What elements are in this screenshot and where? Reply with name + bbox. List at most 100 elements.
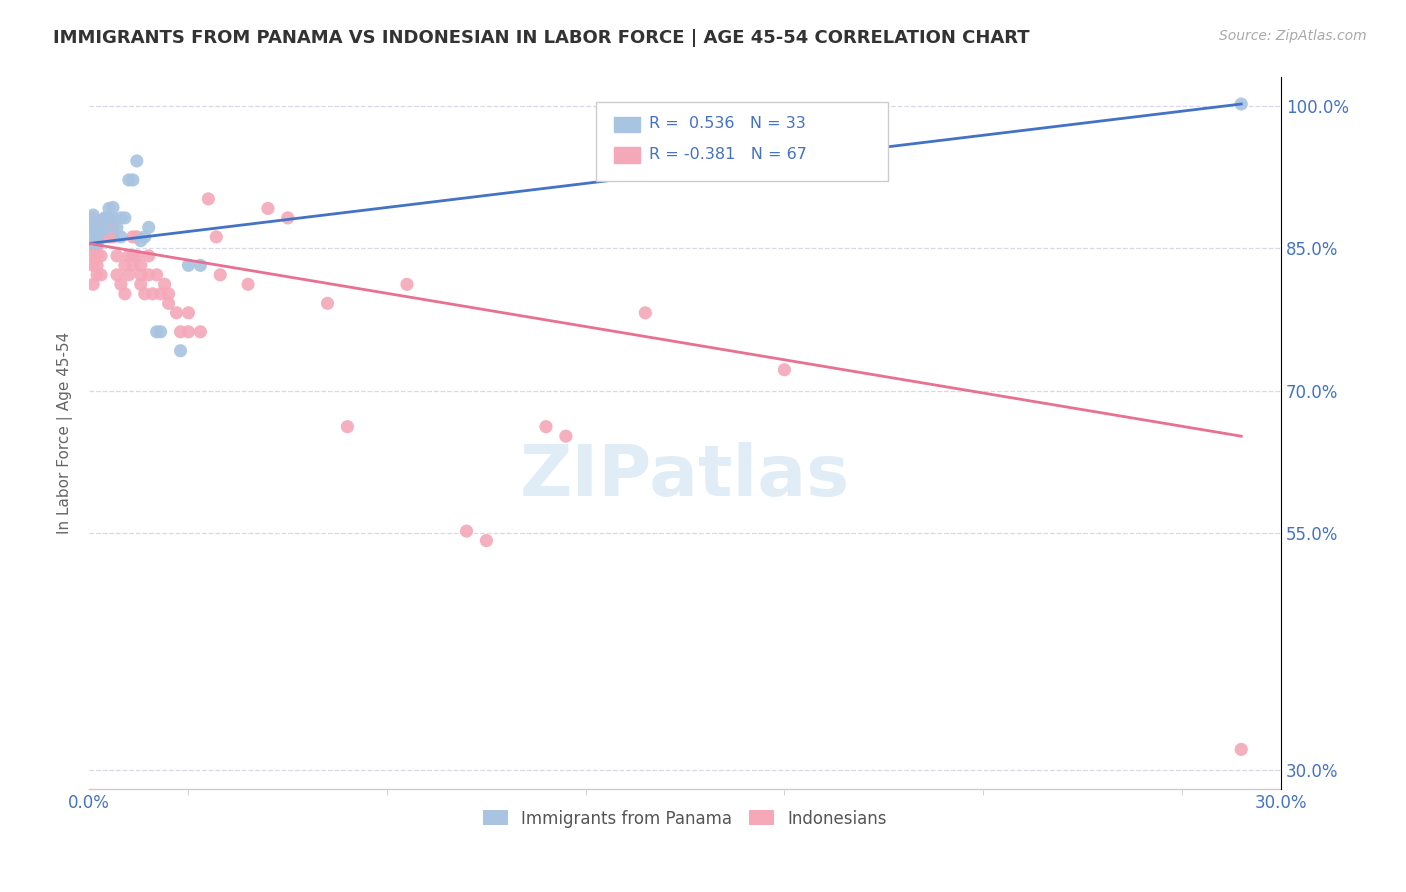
Bar [613, 117, 640, 132]
Point [101, 211, 124, 225]
Point [86, 230, 108, 244]
Point [82, 249, 104, 263]
Point [149, 286, 172, 301]
Point [190, 258, 212, 272]
Point [1230, 97, 1253, 112]
Point [121, 230, 143, 244]
Point [105, 249, 128, 263]
Point [94, 211, 117, 225]
Text: IMMIGRANTS FROM PANAMA VS INDONESIAN IN LABOR FORCE | AGE 45-54 CORRELATION CHAR: IMMIGRANTS FROM PANAMA VS INDONESIAN IN … [53, 29, 1031, 46]
Point [475, 533, 498, 548]
Point [149, 325, 172, 339]
Point [110, 277, 132, 292]
Text: R =  0.536   N = 33: R = 0.536 N = 33 [650, 116, 806, 131]
Point [86, 230, 108, 244]
Point [90, 249, 112, 263]
Point [98, 202, 121, 216]
Point [86, 220, 108, 235]
Point [1230, 742, 1253, 756]
Point [157, 296, 180, 310]
Point [114, 211, 136, 225]
Point [82, 218, 104, 232]
Point [125, 230, 148, 244]
Point [90, 220, 112, 235]
Y-axis label: In Labor Force | Age 45-54: In Labor Force | Age 45-54 [58, 332, 73, 534]
Point [456, 524, 478, 538]
Point [257, 202, 280, 216]
Bar [613, 147, 640, 163]
Point [86, 268, 108, 282]
Point [145, 325, 167, 339]
Point [134, 286, 156, 301]
Point [86, 236, 108, 251]
Point [277, 211, 299, 225]
Point [118, 268, 141, 282]
Point [554, 429, 576, 443]
Point [138, 249, 160, 263]
Point [773, 363, 796, 377]
Point [94, 211, 117, 225]
Point [121, 249, 143, 263]
Point [82, 222, 104, 236]
Text: ZIPatlas: ZIPatlas [520, 442, 851, 510]
Point [129, 234, 152, 248]
Point [205, 230, 228, 244]
Point [82, 258, 104, 272]
Point [121, 173, 143, 187]
Point [98, 211, 121, 225]
Point [86, 224, 108, 238]
Point [101, 220, 124, 235]
Point [142, 286, 165, 301]
Point [197, 192, 219, 206]
Point [138, 268, 160, 282]
Text: R = -0.381   N = 67: R = -0.381 N = 67 [650, 147, 807, 161]
Point [86, 258, 108, 272]
Point [316, 296, 339, 310]
Point [336, 419, 359, 434]
Point [94, 220, 117, 235]
Point [105, 220, 128, 235]
Point [77, 236, 100, 251]
Point [169, 325, 191, 339]
Point [110, 211, 132, 225]
Point [395, 277, 418, 292]
Point [118, 249, 141, 263]
Legend: Immigrants from Panama, Indonesians: Immigrants from Panama, Indonesians [477, 803, 894, 834]
Point [90, 268, 112, 282]
Point [86, 239, 108, 253]
Point [98, 220, 121, 235]
Point [134, 230, 156, 244]
Point [145, 268, 167, 282]
Point [101, 230, 124, 244]
Point [98, 211, 121, 225]
Point [86, 249, 108, 263]
Point [94, 230, 117, 244]
Point [138, 220, 160, 235]
Point [177, 306, 200, 320]
Point [169, 343, 191, 358]
Point [118, 173, 141, 187]
Text: Source: ZipAtlas.com: Source: ZipAtlas.com [1219, 29, 1367, 43]
Point [534, 419, 557, 434]
Point [177, 325, 200, 339]
Point [209, 268, 232, 282]
Point [114, 258, 136, 272]
Point [114, 286, 136, 301]
Point [110, 230, 132, 244]
Point [77, 239, 100, 253]
Point [129, 277, 152, 292]
Point [129, 258, 152, 272]
Point [82, 232, 104, 246]
Point [90, 220, 112, 235]
Point [82, 277, 104, 292]
Point [82, 211, 104, 225]
Point [125, 249, 148, 263]
Point [236, 277, 259, 292]
Point [82, 220, 104, 235]
Point [190, 325, 212, 339]
Point [90, 215, 112, 229]
Point [101, 201, 124, 215]
Point [125, 153, 148, 168]
Point [98, 230, 121, 244]
Point [153, 277, 176, 292]
